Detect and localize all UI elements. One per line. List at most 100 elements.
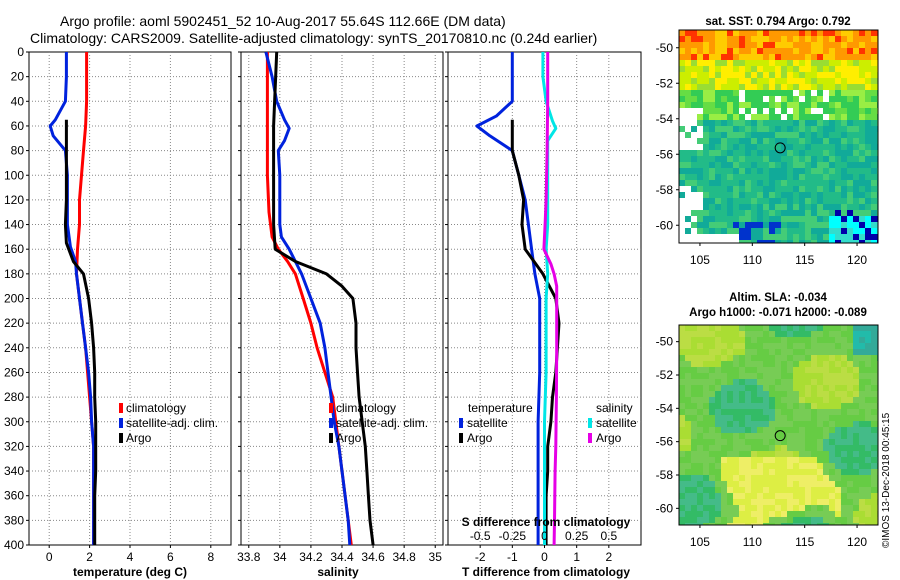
map-cell bbox=[757, 162, 763, 168]
map-cell bbox=[715, 463, 721, 469]
map-cell bbox=[835, 192, 841, 198]
map-cell bbox=[763, 361, 769, 367]
map-cell bbox=[733, 168, 739, 174]
map-cell bbox=[685, 517, 691, 523]
map-cell bbox=[805, 337, 811, 343]
map-cell bbox=[823, 228, 829, 234]
map-cell bbox=[757, 397, 763, 403]
map-cell bbox=[691, 385, 697, 391]
map-cell bbox=[727, 72, 733, 78]
map-cell bbox=[751, 499, 757, 505]
map-cell bbox=[811, 180, 817, 186]
map-cell bbox=[805, 349, 811, 355]
map-cell bbox=[871, 463, 877, 469]
map-cell bbox=[781, 198, 787, 204]
map-cell bbox=[787, 421, 793, 427]
map-cell bbox=[835, 373, 841, 379]
map-cell bbox=[763, 451, 769, 457]
map-cell bbox=[871, 505, 877, 511]
map-cell bbox=[769, 337, 775, 343]
map-cell bbox=[769, 216, 775, 222]
map-cell bbox=[835, 493, 841, 499]
map-cell bbox=[727, 391, 733, 397]
map-cell bbox=[685, 337, 691, 343]
map-cell bbox=[799, 138, 805, 144]
map-cell bbox=[871, 487, 877, 493]
map-cell bbox=[769, 331, 775, 337]
map-cell bbox=[811, 397, 817, 403]
map-cell bbox=[715, 30, 721, 36]
map-cell bbox=[727, 343, 733, 349]
map-cell bbox=[733, 451, 739, 457]
map-cell bbox=[715, 132, 721, 138]
map-cell bbox=[703, 84, 709, 90]
x-tick-label: 34.6 bbox=[361, 550, 385, 564]
map-cell bbox=[763, 475, 769, 481]
map-cell bbox=[859, 421, 865, 427]
map-cell bbox=[799, 96, 805, 102]
map-cell bbox=[757, 66, 763, 72]
map-cell bbox=[733, 439, 739, 445]
temperature-lines bbox=[48, 52, 98, 545]
map-cell bbox=[811, 505, 817, 511]
map-y-tick-label: -60 bbox=[656, 501, 674, 515]
map-cell bbox=[805, 445, 811, 451]
map-cell bbox=[835, 30, 841, 36]
map-cell bbox=[703, 397, 709, 403]
map-cell bbox=[841, 78, 847, 84]
map-cell bbox=[835, 84, 841, 90]
legend-swatch-s-argo bbox=[588, 433, 592, 443]
map-cell bbox=[865, 331, 871, 337]
map-cell bbox=[871, 517, 877, 523]
map-cell bbox=[865, 457, 871, 463]
map-cell bbox=[763, 228, 769, 234]
map-cell bbox=[685, 439, 691, 445]
map-cell bbox=[727, 168, 733, 174]
map-cell bbox=[859, 523, 865, 525]
map-cell bbox=[823, 84, 829, 90]
map-cell bbox=[697, 54, 703, 60]
map-cell bbox=[679, 325, 685, 331]
map-cell bbox=[733, 132, 739, 138]
map-cell bbox=[739, 90, 745, 96]
map-cell bbox=[829, 120, 835, 126]
map-cell bbox=[685, 72, 691, 78]
map-cell bbox=[757, 186, 763, 192]
map-cell bbox=[847, 367, 853, 373]
map-cell bbox=[805, 66, 811, 72]
map-cell bbox=[787, 168, 793, 174]
salinity-legend-argo: Argo bbox=[336, 431, 362, 445]
map-cell bbox=[709, 469, 715, 475]
map-cell bbox=[709, 511, 715, 517]
map-cell bbox=[853, 421, 859, 427]
map-cell bbox=[715, 373, 721, 379]
map-cell bbox=[841, 186, 847, 192]
map-cell bbox=[691, 457, 697, 463]
map-cell bbox=[679, 409, 685, 415]
map-cell bbox=[679, 511, 685, 517]
map-cell bbox=[685, 228, 691, 234]
map-cell bbox=[823, 505, 829, 511]
map-cell bbox=[835, 325, 841, 331]
map-cell bbox=[871, 96, 877, 102]
map-cell bbox=[697, 42, 703, 48]
map-cell bbox=[829, 132, 835, 138]
map-cell bbox=[775, 325, 781, 331]
map-cell bbox=[715, 54, 721, 60]
map-cell bbox=[721, 150, 727, 156]
map-cell bbox=[721, 192, 727, 198]
map-cell bbox=[787, 180, 793, 186]
map-cell bbox=[847, 469, 853, 475]
map-cell bbox=[835, 174, 841, 180]
map-cell bbox=[751, 90, 757, 96]
map-cell bbox=[793, 463, 799, 469]
map-cell bbox=[757, 132, 763, 138]
map-cell bbox=[823, 427, 829, 433]
map-cell bbox=[859, 337, 865, 343]
legend-title-temperature: temperature bbox=[468, 401, 533, 415]
map-cell bbox=[697, 379, 703, 385]
map-cell bbox=[865, 361, 871, 367]
map-cell bbox=[781, 517, 787, 523]
map-cell bbox=[769, 385, 775, 391]
map-cell bbox=[841, 36, 847, 42]
